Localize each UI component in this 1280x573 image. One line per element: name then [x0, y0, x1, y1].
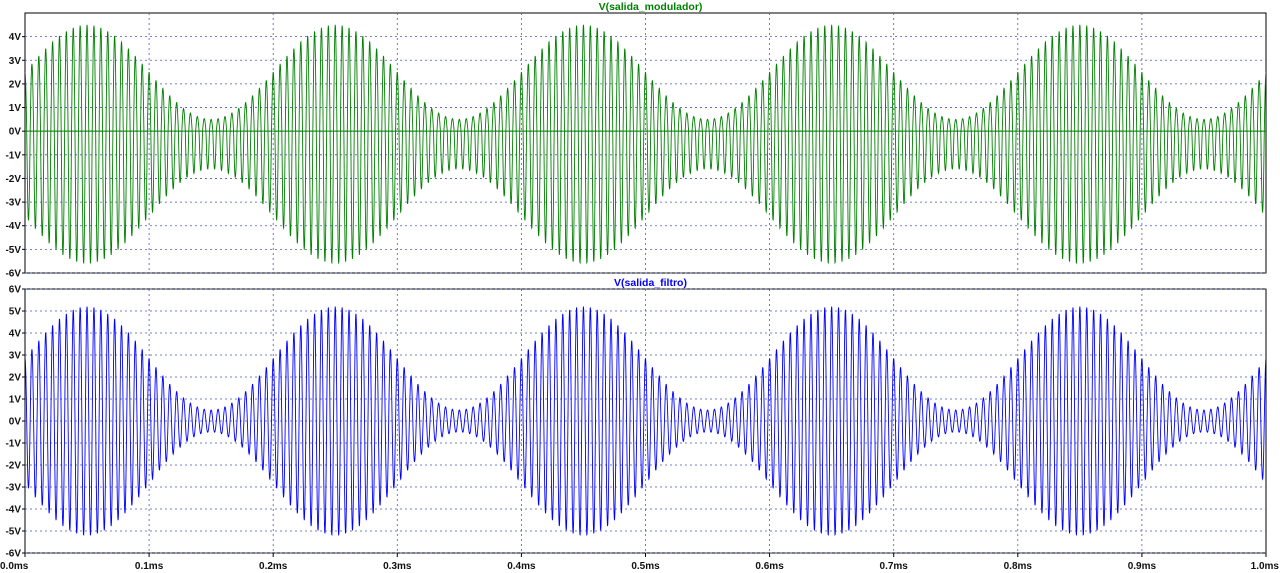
y-tick-label: -3V [5, 198, 21, 209]
plot-pane-modulador[interactable]: 4V 3V 2V 1V 0V -1V -2V -3V -4V -5V -6V V(salida_mod… [5, 1, 1267, 280]
y-tick-label: -3V [5, 483, 21, 494]
trace-title[interactable]: V(salida_filtro) [614, 277, 687, 289]
y-tick-label: -2V [5, 461, 21, 472]
y-tick-label: -4V [5, 505, 21, 516]
trace-title[interactable]: V(salida_modulador) [599, 1, 703, 13]
x-tick-label: 0.5ms [631, 561, 660, 572]
y-tick-label: -4V [5, 221, 21, 232]
x-tick-label: 0.0ms [0, 561, 29, 572]
waveform-trace [25, 24, 1266, 265]
y-tick-label: 0V [9, 417, 22, 428]
x-tick-label: 0.2ms [259, 561, 288, 572]
y-tick-label: 3V [9, 351, 22, 362]
y-tick-label: -6V [5, 269, 21, 280]
x-tick-label: 0.1ms [135, 561, 164, 572]
y-tick-label: 1V [9, 395, 22, 406]
y-tick-label: 5V [9, 307, 22, 318]
y-tick-label: -5V [5, 245, 21, 256]
x-tick-label: 0.6ms [755, 561, 784, 572]
y-tick-label: 1V [9, 103, 22, 114]
x-tick-label: 0.3ms [383, 561, 412, 572]
y-tick-label: -6V [5, 549, 21, 560]
x-tick-label: 0.4ms [507, 561, 536, 572]
plot-pane-filtro[interactable]: 6V 5V 4V 3V 2V 1V 0V -1V -2V -3V -4V -5V -6V V(salida… [5, 277, 1267, 560]
y-tick-label: 2V [9, 373, 22, 384]
y-tick-label: 0V [9, 127, 22, 138]
x-tick-label: 0.9ms [1128, 561, 1157, 572]
x-tick-label: 0.7ms [880, 561, 909, 572]
y-tick-label: 3V [9, 56, 22, 67]
y-tick-label: -1V [5, 439, 21, 450]
y-tick-label: -5V [5, 527, 21, 538]
waveform-trace [25, 306, 1266, 536]
y-tick-label: 6V [9, 285, 22, 296]
x-tick-label: 0.8ms [1004, 561, 1033, 572]
y-tick-label: 4V [9, 32, 22, 43]
y-tick-label: 2V [9, 79, 22, 90]
y-tick-label: -1V [5, 150, 21, 161]
y-tick-label: 4V [9, 329, 22, 340]
y-tick-label: -2V [5, 174, 21, 185]
time-axis: 0.0ms 0.1ms 0.2ms 0.3ms 0.4ms 0.5ms 0.6ms 0.7ms… [0, 553, 1279, 572]
x-tick-label: 1.0ms [1251, 561, 1280, 572]
